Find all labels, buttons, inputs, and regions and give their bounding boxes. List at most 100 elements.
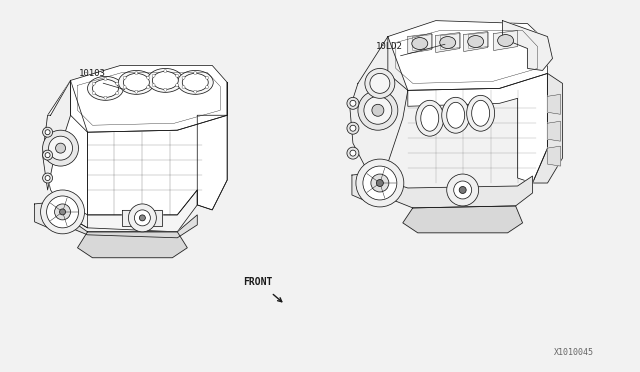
Circle shape bbox=[43, 130, 79, 166]
Polygon shape bbox=[350, 36, 408, 178]
Polygon shape bbox=[403, 206, 522, 233]
Circle shape bbox=[135, 90, 138, 93]
Circle shape bbox=[376, 180, 383, 186]
Ellipse shape bbox=[468, 36, 484, 48]
Ellipse shape bbox=[440, 36, 456, 48]
Circle shape bbox=[347, 97, 359, 109]
Circle shape bbox=[129, 204, 156, 232]
Circle shape bbox=[92, 92, 95, 94]
Polygon shape bbox=[43, 80, 88, 228]
Ellipse shape bbox=[182, 73, 208, 92]
Polygon shape bbox=[197, 82, 227, 210]
Text: 10103: 10103 bbox=[79, 70, 106, 78]
Ellipse shape bbox=[420, 105, 439, 131]
Circle shape bbox=[175, 74, 179, 77]
Circle shape bbox=[205, 86, 209, 89]
Polygon shape bbox=[122, 210, 163, 226]
Circle shape bbox=[370, 73, 390, 93]
Polygon shape bbox=[408, 33, 432, 54]
Circle shape bbox=[134, 210, 150, 226]
Circle shape bbox=[447, 174, 479, 206]
Circle shape bbox=[43, 127, 52, 137]
Polygon shape bbox=[441, 33, 461, 49]
Circle shape bbox=[358, 90, 398, 130]
Circle shape bbox=[43, 173, 52, 183]
Polygon shape bbox=[70, 215, 197, 238]
Ellipse shape bbox=[93, 79, 118, 97]
Circle shape bbox=[40, 190, 84, 234]
Polygon shape bbox=[43, 80, 70, 190]
Ellipse shape bbox=[147, 68, 183, 92]
Polygon shape bbox=[464, 32, 488, 51]
Circle shape bbox=[356, 159, 404, 207]
Circle shape bbox=[116, 92, 118, 94]
Circle shape bbox=[135, 71, 138, 74]
Text: 10LD2: 10LD2 bbox=[376, 42, 403, 51]
Polygon shape bbox=[493, 31, 518, 51]
Circle shape bbox=[459, 186, 466, 193]
Polygon shape bbox=[547, 94, 561, 114]
Circle shape bbox=[205, 76, 209, 79]
Circle shape bbox=[49, 136, 72, 160]
Ellipse shape bbox=[442, 97, 470, 133]
Ellipse shape bbox=[88, 76, 124, 100]
Circle shape bbox=[350, 100, 356, 106]
Circle shape bbox=[104, 96, 107, 99]
Ellipse shape bbox=[177, 70, 213, 94]
Ellipse shape bbox=[124, 73, 149, 92]
Circle shape bbox=[454, 181, 472, 199]
Circle shape bbox=[60, 209, 65, 215]
Circle shape bbox=[43, 150, 52, 160]
Polygon shape bbox=[408, 73, 547, 183]
Polygon shape bbox=[70, 190, 197, 232]
Circle shape bbox=[123, 76, 126, 79]
Polygon shape bbox=[502, 20, 552, 70]
Text: X1010045: X1010045 bbox=[554, 348, 593, 357]
Circle shape bbox=[116, 82, 118, 85]
Circle shape bbox=[56, 143, 65, 153]
Polygon shape bbox=[547, 146, 561, 166]
Polygon shape bbox=[413, 35, 433, 51]
Circle shape bbox=[372, 104, 384, 116]
Polygon shape bbox=[77, 232, 188, 258]
Circle shape bbox=[350, 150, 356, 156]
Circle shape bbox=[147, 76, 150, 79]
Circle shape bbox=[365, 68, 395, 98]
Circle shape bbox=[347, 122, 359, 134]
Circle shape bbox=[45, 176, 50, 180]
Ellipse shape bbox=[412, 38, 428, 49]
Ellipse shape bbox=[447, 102, 465, 128]
Circle shape bbox=[54, 204, 70, 220]
Polygon shape bbox=[388, 20, 547, 90]
Circle shape bbox=[182, 76, 185, 79]
Polygon shape bbox=[547, 121, 561, 141]
Ellipse shape bbox=[472, 100, 490, 126]
Circle shape bbox=[175, 84, 179, 87]
Ellipse shape bbox=[118, 70, 154, 94]
Ellipse shape bbox=[152, 71, 179, 89]
Circle shape bbox=[371, 174, 389, 192]
Circle shape bbox=[350, 125, 356, 131]
Circle shape bbox=[164, 88, 167, 91]
Circle shape bbox=[364, 96, 392, 124]
Circle shape bbox=[182, 86, 185, 89]
Ellipse shape bbox=[467, 95, 495, 131]
Circle shape bbox=[347, 147, 359, 159]
Text: FRONT: FRONT bbox=[243, 277, 273, 287]
Circle shape bbox=[92, 82, 95, 85]
Circle shape bbox=[45, 153, 50, 158]
Circle shape bbox=[194, 90, 196, 93]
Circle shape bbox=[363, 166, 397, 200]
Circle shape bbox=[45, 130, 50, 135]
Polygon shape bbox=[70, 65, 227, 132]
Circle shape bbox=[147, 86, 150, 89]
Circle shape bbox=[194, 71, 196, 74]
Ellipse shape bbox=[416, 100, 444, 136]
Circle shape bbox=[140, 215, 145, 221]
Polygon shape bbox=[352, 171, 398, 205]
Circle shape bbox=[164, 70, 167, 73]
Circle shape bbox=[152, 84, 155, 87]
Polygon shape bbox=[88, 115, 227, 215]
Ellipse shape bbox=[498, 35, 513, 46]
Circle shape bbox=[152, 74, 155, 77]
